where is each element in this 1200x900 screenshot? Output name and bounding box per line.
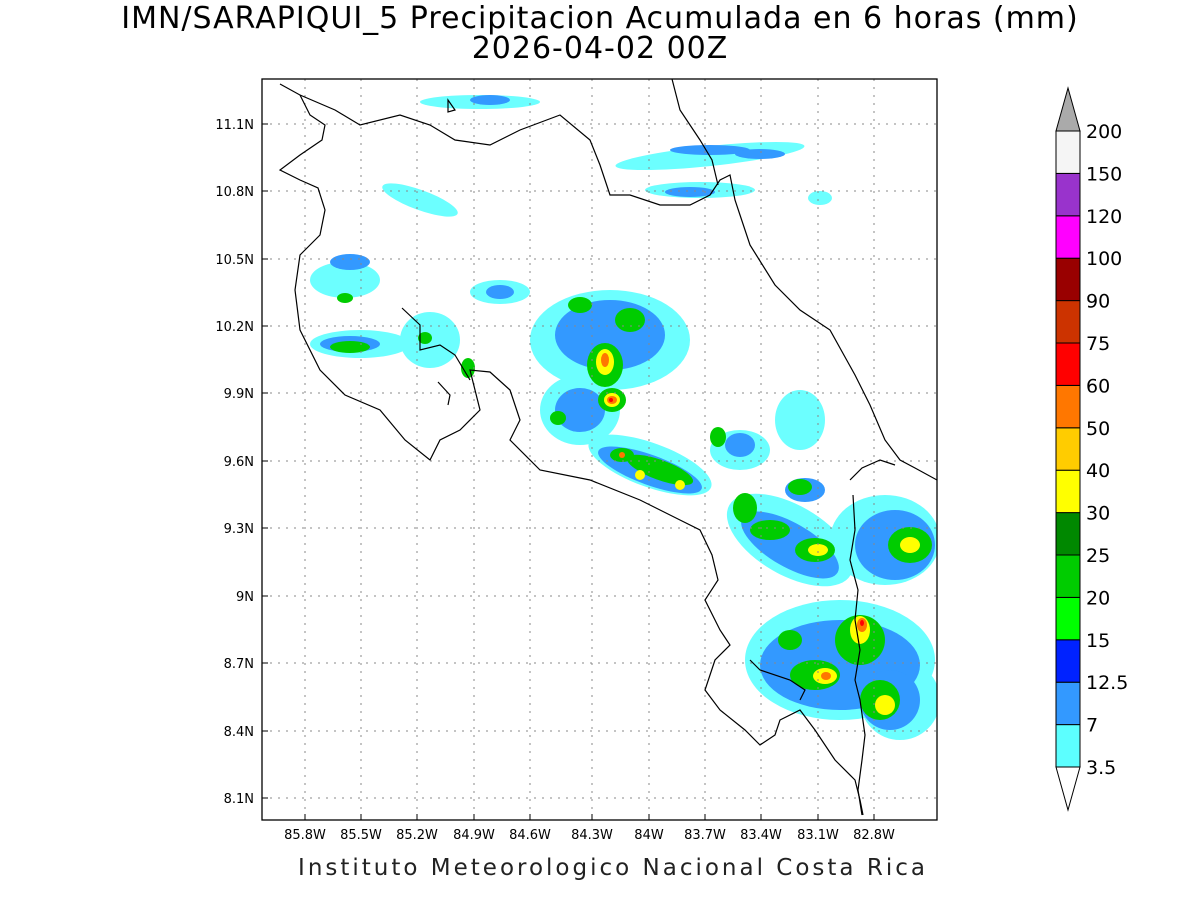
lon-label: 83.7W [684,828,726,843]
colorbar-swatch [1055,342,1081,386]
colorbar-label: 25 [1086,545,1110,567]
colorbar-swatch [1055,384,1081,429]
colorbar-swatch [1055,257,1081,302]
lon-label: 82.8W [853,828,895,843]
lon-label: 85.5W [340,828,382,843]
lon-label: 85.8W [284,828,326,843]
lon-label: 83.1W [797,828,839,843]
colorbar-label: 12.5 [1086,672,1128,694]
colorbar-label: 200 [1086,121,1122,143]
colorbar-label: 75 [1086,333,1110,355]
lat-label: 9.3N [224,522,254,537]
lon-label: 85.2W [396,828,438,843]
lat-labels: 11.1N 10.8N 10.5N 10.2N 9.9N 9.6N 9.3N 9… [215,118,254,807]
colorbar-labels: 3.5 7 12.5 15 20 25 30 40 50 60 75 90 100 120 150 200 [1086,121,1128,779]
lat-label: 11.1N [215,118,254,133]
colorbar-label: 30 [1086,503,1110,525]
colorbar-swatch [1055,512,1081,556]
lon-label: 83.4W [740,828,782,843]
precip-field [310,95,937,740]
colorbar-label: 20 [1086,587,1110,609]
lat-label: 8.4N [224,725,254,740]
lat-label: 9.6N [224,455,254,470]
colorbar-swatch [1055,130,1081,174]
map-title: IMN/SARAPIQUI_5 Precipitacion Acumulada … [121,1,1079,36]
colorbar-swatch [1055,215,1081,259]
colorbar-swatch [1055,554,1081,598]
lat-label: 10.2N [215,320,254,335]
colorbar-swatch [1055,681,1081,726]
colorbar-top-arrow [1055,86,1081,132]
lon-label: 84.3W [571,828,613,843]
colorbar-swatches [1055,130,1081,768]
plot-frame [261,78,938,821]
lon-label: 84W [634,828,664,843]
lat-label: 9N [236,590,254,605]
colorbar-bottom-arrow [1055,766,1081,812]
colorbar: 3.5 7 12.5 15 20 25 30 40 50 60 75 90 100 120 150 200 [1055,86,1128,812]
colorbar-swatch [1055,469,1081,514]
colorbar-label: 100 [1086,248,1122,270]
colorbar-label: 40 [1086,460,1110,482]
colorbar-label: 150 [1086,163,1122,185]
colorbar-label: 7 [1086,715,1098,737]
lon-label: 84.6W [509,828,551,843]
lat-label: 10.5N [215,253,254,268]
lon-label: 84.9W [453,828,495,843]
lat-label: 9.9N [224,387,254,402]
lat-label: 8.1N [224,792,254,807]
colorbar-swatch [1055,172,1081,217]
lat-label: 8.7N [224,657,254,672]
colorbar-swatch [1055,300,1081,344]
coastlines [278,79,937,816]
colorbar-swatch [1055,596,1081,641]
colorbar-label: 90 [1086,291,1110,313]
colorbar-label: 120 [1086,206,1122,228]
axis-ticks [262,123,875,820]
colorbar-label: 60 [1086,375,1110,397]
colorbar-swatch [1055,724,1081,768]
colorbar-label: 50 [1086,418,1110,440]
map-datetime: 2026-04-02 00Z [471,31,729,66]
graticule [262,79,937,820]
colorbar-swatch [1055,639,1081,683]
footer-credit: Instituto Meteorologico Nacional Costa R… [298,855,928,881]
colorbar-swatch [1055,427,1081,471]
lat-label: 10.8N [215,185,254,200]
colorbar-label: 3.5 [1086,757,1116,779]
colorbar-label: 15 [1086,630,1110,652]
lon-labels: 85.8W 85.5W 85.2W 84.9W 84.6W 84.3W 84W … [284,828,895,843]
